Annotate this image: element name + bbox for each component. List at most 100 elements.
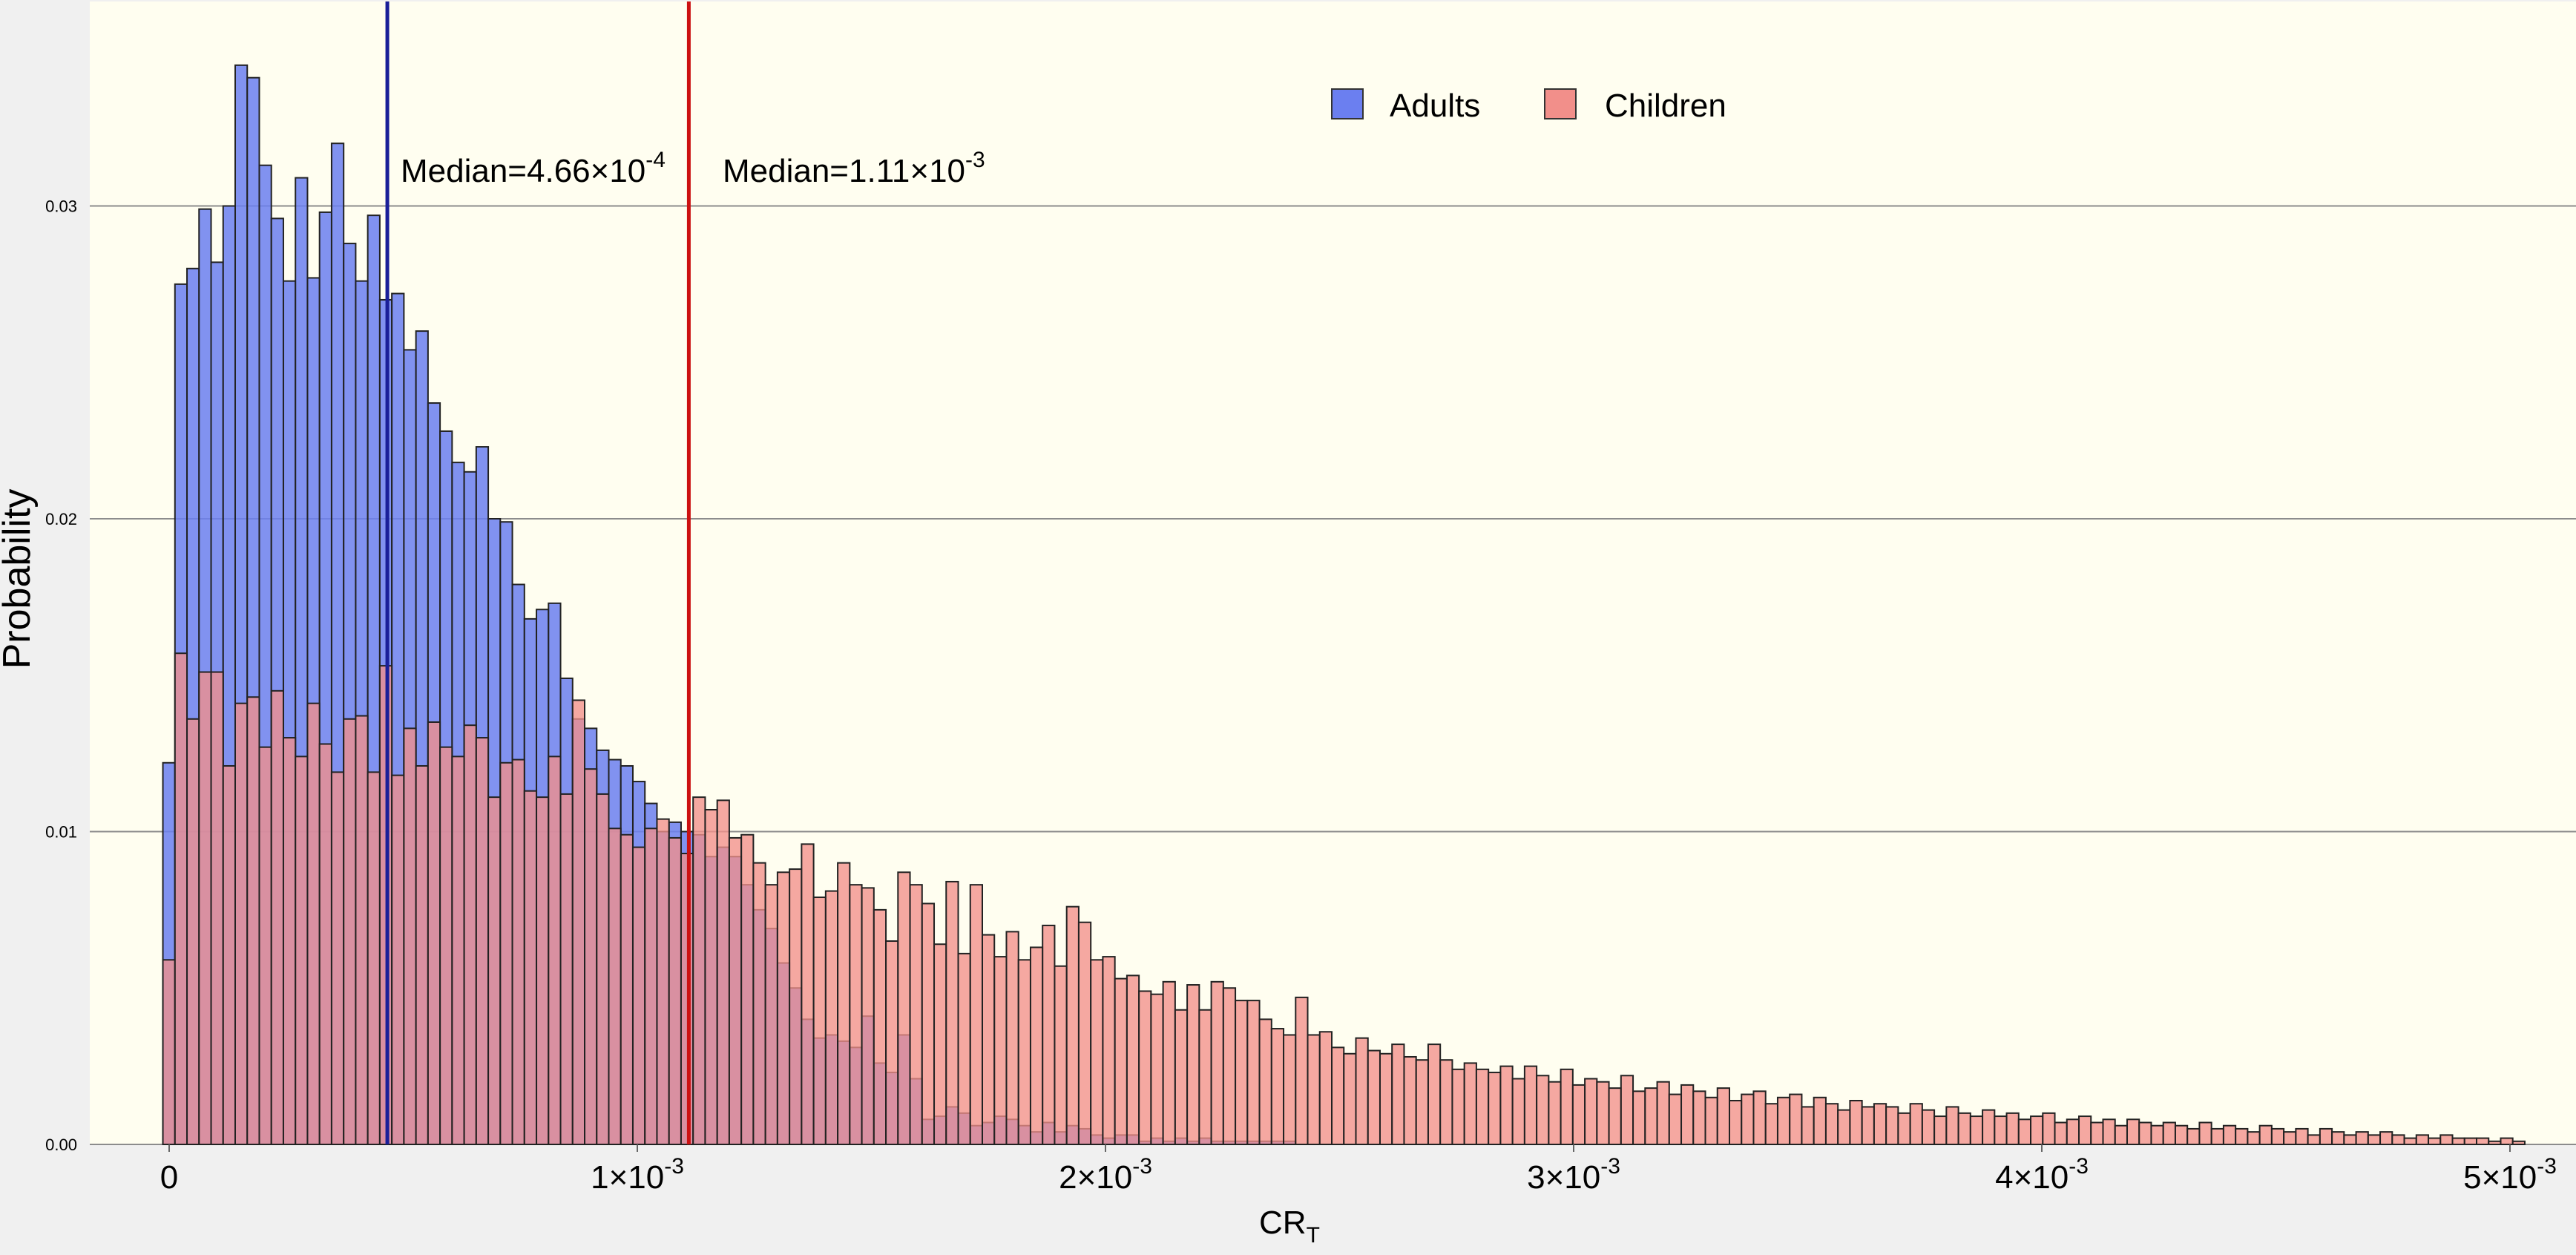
children-bar [2391, 1134, 2405, 1145]
y-axis-title: Probability [0, 489, 39, 669]
adults-median-exponent: -4 [645, 148, 666, 172]
children-bar [1102, 956, 1116, 1145]
children-bar [1536, 1075, 1550, 1146]
children-bar [2235, 1127, 2249, 1146]
children-bar [463, 724, 477, 1145]
children-bar [1632, 1090, 1646, 1145]
children-bar [536, 796, 550, 1145]
children-bar [427, 721, 441, 1145]
children-bar [1994, 1115, 2008, 1145]
children-bar [2415, 1134, 2430, 1145]
children-bar [2090, 1121, 2104, 1145]
children-bar [1620, 1075, 1634, 1146]
children-bar [295, 756, 309, 1145]
children-bar [1499, 1065, 1514, 1145]
children-bar [1198, 1009, 1212, 1145]
children-bar [306, 702, 321, 1145]
children-bar [704, 808, 718, 1145]
x-tick-label: 1×10-3 [591, 1154, 684, 1196]
children-bar [559, 793, 574, 1146]
children-bar [487, 796, 502, 1145]
children-bar [2017, 1118, 2032, 1146]
children-bar [728, 836, 743, 1146]
children-bar [1210, 980, 1224, 1145]
children-bar [1957, 1112, 1971, 1145]
children-bar [752, 862, 766, 1146]
children-bar [1162, 980, 1176, 1145]
children-bar [596, 793, 610, 1146]
x-axis-title-subscript: T [1307, 1223, 1320, 1248]
children-bar [2439, 1134, 2454, 1145]
children-bar [2247, 1131, 2261, 1146]
children-bar [2005, 1112, 2020, 1145]
children-bar [1897, 1112, 1911, 1145]
children-bar [584, 768, 598, 1145]
children-bar [1138, 990, 1152, 1145]
children-bar [2295, 1127, 2309, 1146]
children-bar [957, 952, 971, 1145]
children-bar [861, 887, 875, 1145]
children-bar [246, 696, 260, 1145]
children-bar [2258, 1124, 2273, 1145]
children-bar [1427, 1043, 1442, 1145]
children-bar [1752, 1090, 1767, 1145]
children-bar [2078, 1115, 2092, 1145]
children-bar [692, 796, 706, 1145]
children-bar [2379, 1131, 2393, 1146]
children-bar [1439, 1059, 1453, 1145]
children-bar [162, 959, 176, 1145]
children-bar [2500, 1137, 2514, 1145]
children-bar [1849, 1099, 1863, 1145]
children-bar [993, 956, 1008, 1145]
children-bar [2126, 1118, 2140, 1146]
children-bar [1367, 1049, 1381, 1146]
children-bar [837, 862, 851, 1146]
children-bar [1005, 931, 1019, 1145]
children-bar [2138, 1121, 2152, 1145]
children-bar [1692, 1090, 1706, 1145]
children-bar [1488, 1072, 1502, 1146]
children-bar [1716, 1087, 1730, 1146]
y-axis-ticks: 0.00 0.01 0.02 0.03 [45, 197, 77, 1155]
children-bar [198, 671, 212, 1145]
children-bar [1065, 905, 1080, 1146]
children-bar [282, 737, 297, 1145]
legend-label-children: Children [1605, 88, 1726, 124]
children-bar [1090, 959, 1104, 1145]
children-bar [1246, 1000, 1261, 1145]
children-bar [571, 699, 586, 1145]
children-bar [1873, 1103, 1887, 1145]
children-bar [1318, 1031, 1333, 1146]
children-bar [945, 880, 959, 1145]
children-bar [2331, 1131, 2345, 1146]
children-bar [1644, 1087, 1658, 1146]
children-bar [1560, 1068, 1574, 1145]
children-bar [897, 871, 911, 1146]
children-bar [1283, 1034, 1297, 1145]
children-bar [1548, 1081, 1562, 1145]
x-axis-title-main: CR [1259, 1205, 1307, 1241]
legend: Adults Children [1331, 88, 1726, 124]
children-bar [1813, 1096, 1827, 1146]
children-bar [1801, 1106, 1815, 1146]
children-bar [2150, 1124, 2164, 1145]
children-bar [2451, 1137, 2465, 1145]
children-bar [1704, 1096, 1718, 1146]
children-bar [849, 884, 863, 1146]
children-bar [824, 890, 839, 1145]
children-bar [2511, 1140, 2526, 1146]
children-bar [885, 940, 899, 1146]
children-bar [2174, 1124, 2189, 1145]
children-bar [2186, 1127, 2201, 1146]
children-bar [1511, 1078, 1525, 1145]
children-bar [2307, 1134, 2321, 1145]
children-bar [1331, 1046, 1345, 1145]
children-bar [1042, 924, 1056, 1145]
children-bar [1235, 1000, 1249, 1145]
children-bar [415, 764, 429, 1145]
children-bar [1861, 1106, 1875, 1146]
children-bar [2343, 1134, 2357, 1145]
children-bar [2319, 1127, 2333, 1146]
children-bar [1668, 1093, 1683, 1146]
children-bar [2222, 1124, 2237, 1145]
